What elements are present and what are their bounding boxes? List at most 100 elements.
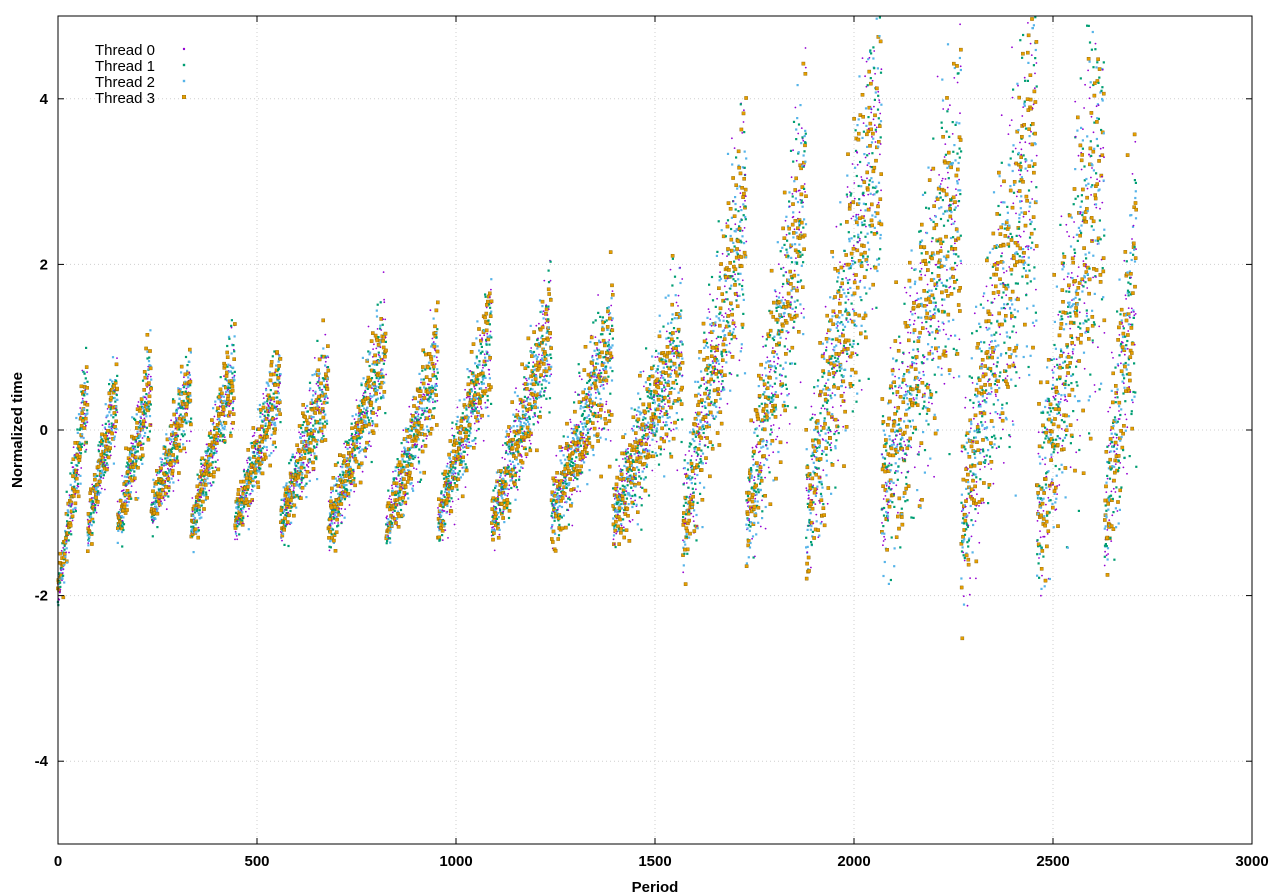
point-thread-1 <box>189 384 192 387</box>
point-thread-0 <box>428 383 430 386</box>
point-thread-3 <box>118 499 123 503</box>
point-thread-2 <box>70 489 74 492</box>
point-thread-1 <box>528 417 531 420</box>
point-thread-1 <box>489 306 492 309</box>
point-thread-1 <box>348 460 351 463</box>
point-thread-0 <box>102 477 105 479</box>
point-thread-2 <box>400 466 403 469</box>
point-thread-1 <box>285 491 288 494</box>
point-thread-1 <box>82 370 85 373</box>
point-thread-0 <box>108 437 111 440</box>
point-thread-1 <box>91 501 94 504</box>
point-thread-3 <box>184 405 189 409</box>
point-thread-1 <box>259 411 262 415</box>
point-thread-1 <box>205 491 208 494</box>
point-thread-3 <box>501 516 505 520</box>
point-thread-1 <box>132 460 135 463</box>
point-thread-0 <box>526 379 528 382</box>
point-thread-3 <box>321 318 326 323</box>
point-thread-0 <box>532 361 535 364</box>
point-thread-3 <box>374 391 378 396</box>
point-thread-0 <box>545 304 548 306</box>
point-thread-0 <box>432 401 434 404</box>
point-thread-2 <box>95 488 98 491</box>
point-thread-0 <box>300 481 303 484</box>
point-thread-1 <box>440 490 443 493</box>
point-thread-0 <box>294 467 297 470</box>
point-thread-0 <box>175 434 178 436</box>
point-thread-2 <box>250 474 253 478</box>
point-thread-1 <box>524 448 527 451</box>
point-thread-0 <box>550 373 553 376</box>
point-thread-3 <box>230 388 235 393</box>
point-thread-1 <box>484 293 487 296</box>
point-thread-0 <box>142 414 145 416</box>
point-thread-3 <box>159 466 163 471</box>
point-thread-2 <box>167 460 170 463</box>
point-thread-1 <box>139 440 142 443</box>
point-thread-0 <box>446 462 449 465</box>
point-thread-1 <box>370 460 373 464</box>
point-thread-2 <box>130 450 133 453</box>
point-thread-2 <box>227 335 231 338</box>
point-thread-0 <box>188 440 191 442</box>
point-thread-2 <box>124 500 127 503</box>
point-thread-2 <box>281 532 285 535</box>
point-thread-0 <box>364 412 366 415</box>
point-thread-1 <box>178 428 181 431</box>
point-thread-1 <box>251 461 254 464</box>
point-thread-2 <box>198 513 201 517</box>
point-thread-2 <box>471 412 474 415</box>
point-thread-0 <box>59 591 61 594</box>
point-thread-0 <box>201 464 204 467</box>
point-thread-1 <box>69 505 72 508</box>
point-thread-1 <box>352 440 355 443</box>
point-thread-2 <box>440 514 443 517</box>
point-thread-2 <box>159 457 162 460</box>
point-thread-1 <box>439 538 442 541</box>
point-thread-2 <box>512 425 515 428</box>
point-thread-1 <box>133 470 136 473</box>
point-thread-2 <box>86 412 89 415</box>
point-thread-1 <box>361 410 364 414</box>
point-thread-0 <box>510 463 512 466</box>
point-thread-0 <box>106 408 109 410</box>
point-thread-3 <box>296 475 301 480</box>
point-thread-2 <box>481 369 484 372</box>
point-thread-0 <box>373 343 375 346</box>
point-thread-0 <box>113 445 116 448</box>
point-thread-0 <box>232 400 235 402</box>
point-thread-0 <box>509 428 511 431</box>
point-thread-2 <box>187 420 190 423</box>
point-thread-0 <box>476 406 479 408</box>
point-thread-3 <box>433 324 437 329</box>
point-thread-0 <box>209 429 212 432</box>
point-thread-2 <box>164 463 167 466</box>
point-thread-0 <box>106 434 109 437</box>
point-thread-1 <box>450 497 453 500</box>
point-thread-1 <box>140 400 143 404</box>
point-thread-1 <box>542 394 545 397</box>
point-thread-3 <box>200 456 205 461</box>
point-thread-0 <box>517 410 520 413</box>
point-thread-0 <box>376 328 379 330</box>
point-thread-2 <box>535 375 538 378</box>
point-thread-2 <box>503 521 506 524</box>
point-thread-3 <box>170 468 175 473</box>
point-thread-2 <box>247 528 250 531</box>
point-thread-3 <box>382 390 387 394</box>
point-thread-1 <box>436 328 439 331</box>
point-thread-0 <box>482 366 484 369</box>
point-thread-3 <box>137 409 142 413</box>
point-thread-0 <box>73 454 76 456</box>
point-thread-1 <box>488 343 491 346</box>
point-thread-0 <box>429 309 432 312</box>
point-thread-2 <box>268 454 271 457</box>
point-thread-3 <box>486 299 490 304</box>
point-thread-0 <box>320 403 323 405</box>
point-thread-3 <box>100 432 104 437</box>
point-thread-3 <box>402 477 406 481</box>
point-thread-2 <box>145 406 148 409</box>
point-thread-1 <box>254 475 257 478</box>
point-thread-3 <box>398 487 403 491</box>
